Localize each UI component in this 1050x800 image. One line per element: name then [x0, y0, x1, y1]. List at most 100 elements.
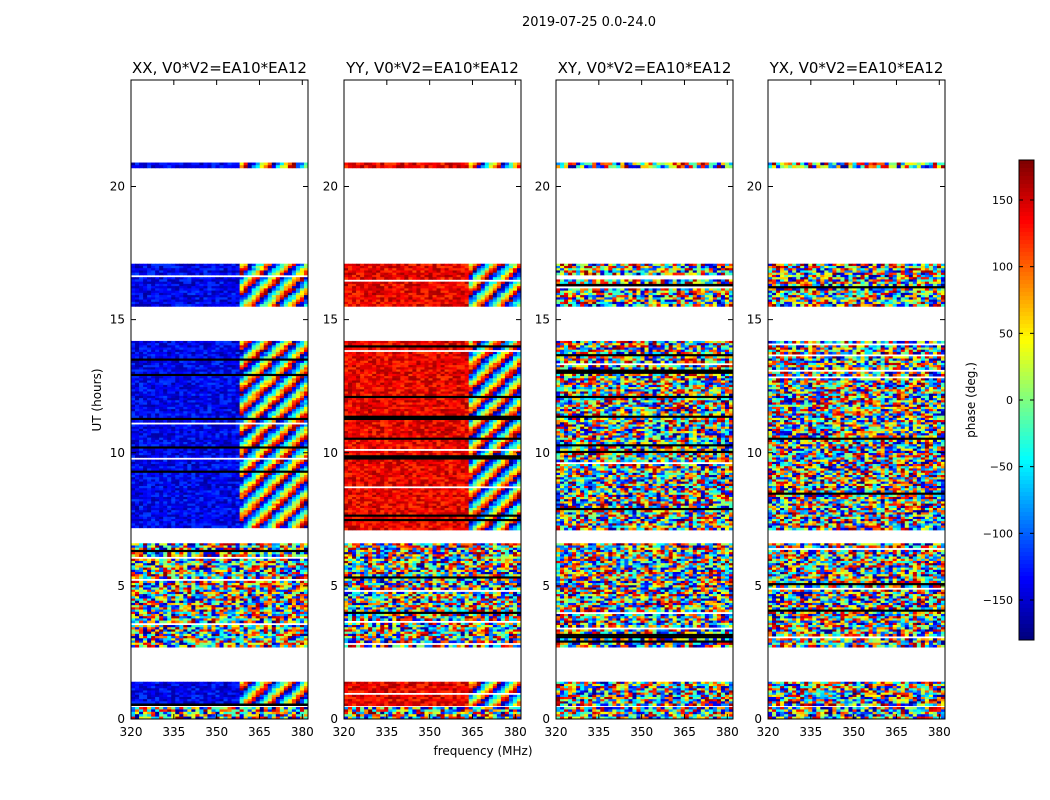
heatmap-cell: [167, 514, 172, 518]
heatmap-cell: [155, 297, 160, 300]
heatmap-cell: [175, 400, 180, 403]
heatmap-cell: [239, 464, 245, 467]
heatmap-cell: [147, 409, 152, 412]
heatmap-cell: [239, 395, 245, 399]
heatmap-cell: [135, 297, 140, 300]
heatmap-cell: [179, 567, 184, 571]
heatmap-cell: [295, 580, 301, 584]
heatmap-cell: [135, 468, 140, 472]
heatmap-cell: [131, 292, 136, 296]
heatmap-cell: [203, 297, 208, 300]
heatmap-cell: [199, 354, 204, 357]
heatmap-cell: [275, 290, 281, 294]
heatmap-cell: [271, 512, 277, 515]
heatmap-cell: [235, 428, 241, 432]
heatmap-cell: [279, 404, 285, 408]
heatmap-cell: [299, 554, 305, 557]
heatmap-cell: [275, 382, 281, 386]
heatmap-cell: [215, 442, 220, 445]
heatmap-cell: [271, 574, 277, 577]
heatmap-cell: [183, 409, 188, 412]
heatmap-cell: [175, 295, 180, 298]
heatmap-cell: [271, 378, 277, 381]
heatmap-cell: [239, 435, 245, 439]
heatmap-cell: [175, 389, 180, 392]
heatmap-cell: [191, 369, 196, 373]
heatmap-cell: [195, 439, 200, 443]
heatmap-cell: [283, 362, 289, 366]
heatmap-cell: [195, 369, 200, 373]
heatmap-cell: [255, 459, 261, 463]
heatmap-cell: [231, 351, 236, 355]
heatmap-cell: [247, 393, 253, 397]
heatmap-cell: [283, 543, 289, 546]
heatmap-cell: [143, 301, 148, 305]
heatmap-cell: [223, 490, 228, 493]
heatmap-cell: [235, 490, 241, 493]
heatmap-cell: [263, 431, 269, 434]
heatmap-cell: [187, 362, 192, 366]
heatmap-cell: [231, 433, 236, 436]
heatmap-cell: [175, 345, 180, 348]
heatmap-cell: [179, 444, 184, 447]
heatmap-cell: [279, 571, 285, 575]
heatmap-cell: [195, 263, 200, 267]
heatmap-cell: [139, 560, 144, 564]
heatmap-cell: [191, 415, 196, 419]
heatmap-cell: [279, 384, 285, 388]
heatmap-cell: [219, 347, 224, 351]
heatmap-cell: [171, 490, 176, 493]
heatmap-cell: [171, 545, 176, 549]
heatmap-cell: [151, 395, 156, 399]
heatmap-cell: [215, 505, 220, 509]
heatmap-cell: [179, 433, 184, 436]
heatmap-cell: [243, 477, 249, 480]
heatmap-cell: [163, 281, 168, 285]
heatmap-cell: [163, 415, 168, 419]
heatmap-cell: [183, 391, 188, 395]
heatmap-cell: [191, 387, 196, 390]
heatmap-cell: [267, 442, 273, 445]
heatmap-cell: [139, 468, 144, 472]
heatmap-cell: [267, 516, 273, 520]
heatmap-cell: [211, 431, 216, 434]
heatmap-cell: [291, 574, 297, 577]
heatmap-cell: [227, 554, 232, 557]
heatmap-cell: [131, 521, 136, 524]
heatmap-cell: [291, 567, 297, 571]
heatmap-cell: [231, 162, 236, 166]
heatmap-cell: [167, 518, 172, 522]
heatmap-cell: [279, 490, 285, 493]
heatmap-cell: [175, 488, 180, 491]
heatmap-cell: [279, 378, 285, 381]
heatmap-cell: [255, 391, 261, 395]
heatmap-cell: [139, 453, 144, 456]
heatmap-cell: [195, 304, 200, 307]
heatmap-cell: [247, 477, 253, 480]
heatmap-cell: [271, 393, 277, 397]
heatmap-cell: [239, 415, 245, 419]
heatmap-cell: [299, 523, 305, 526]
heatmap-cell: [191, 413, 196, 417]
heatmap-cell: [139, 488, 144, 491]
heatmap-cell: [199, 459, 204, 463]
heatmap-cell: [299, 547, 305, 551]
heatmap-cell: [283, 349, 289, 353]
heatmap-cell: [187, 565, 192, 568]
heatmap-cell: [155, 354, 160, 357]
heatmap-cell: [259, 437, 265, 441]
heatmap-cell: [283, 496, 289, 500]
heatmap-cell: [139, 387, 144, 390]
heatmap-cell: [227, 486, 232, 489]
heatmap-cell: [195, 347, 200, 351]
heatmap-cell: [155, 349, 160, 353]
heatmap-cell: [131, 488, 136, 491]
heatmap-cell: [163, 492, 168, 496]
heatmap-cell: [183, 376, 188, 379]
heatmap-cell: [191, 518, 196, 522]
heatmap-cell: [259, 560, 265, 564]
heatmap-cell: [191, 464, 196, 467]
heatmap-cell: [143, 439, 148, 443]
heatmap-cell: [203, 409, 208, 412]
heatmap-cell: [275, 345, 281, 348]
